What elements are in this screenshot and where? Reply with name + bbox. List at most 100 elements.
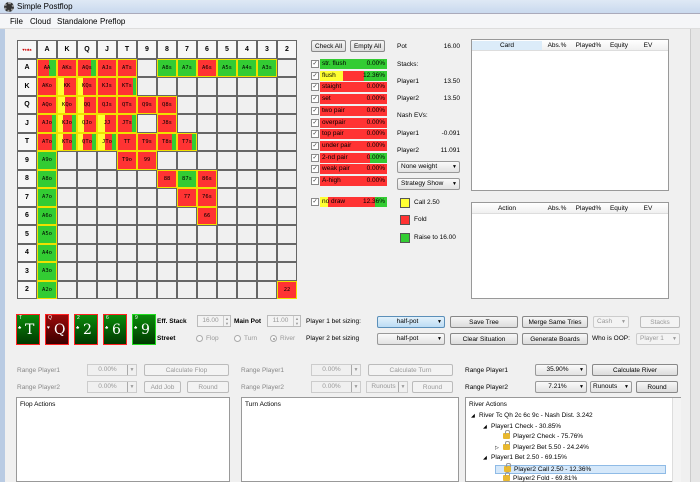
hand-cell-empty[interactable] bbox=[237, 95, 257, 114]
hand-cell[interactable]: AQo bbox=[37, 95, 57, 114]
hand-cell-empty[interactable] bbox=[177, 151, 197, 170]
row-header-5[interactable]: 5 bbox=[17, 225, 37, 244]
hand-cell[interactable]: A4s bbox=[237, 58, 257, 77]
hand-cell[interactable]: JTs bbox=[117, 114, 137, 133]
hand-cell-empty[interactable] bbox=[117, 169, 137, 188]
hand-cell-empty[interactable] bbox=[117, 243, 137, 262]
hand-cell[interactable]: AJs bbox=[97, 58, 117, 77]
hand-cell-empty[interactable] bbox=[137, 188, 157, 207]
hand-cell[interactable]: J8s bbox=[157, 114, 177, 133]
hand-cell[interactable]: Q8s bbox=[157, 95, 177, 114]
hand-cell[interactable]: T9o bbox=[117, 151, 137, 170]
hand-cell-empty[interactable] bbox=[277, 58, 297, 77]
hand-cell[interactable]: A7s bbox=[177, 58, 197, 77]
main-pot-input[interactable]: 11.00 ▲ ▼ bbox=[267, 315, 301, 327]
hand-cell-empty[interactable] bbox=[137, 114, 157, 133]
hand-cell[interactable]: A8s bbox=[157, 58, 177, 77]
hand-cell-empty[interactable] bbox=[137, 169, 157, 188]
hand-cell[interactable]: T8s bbox=[157, 132, 177, 151]
board-card[interactable]: T ♣ T bbox=[16, 314, 40, 345]
river-runouts-combo[interactable]: Runouts ▼ bbox=[590, 381, 632, 393]
spinner-icon[interactable]: ▲ ▼ bbox=[223, 316, 230, 326]
row-header-4[interactable]: 4 bbox=[17, 243, 37, 262]
hand-cell-empty[interactable] bbox=[237, 262, 257, 281]
hand-cell-empty[interactable] bbox=[77, 280, 97, 299]
calculate-flop-button[interactable]: Calculate Flop bbox=[144, 364, 229, 376]
hand-cell-empty[interactable] bbox=[277, 206, 297, 225]
hand-cell[interactable]: QTo bbox=[77, 132, 97, 151]
column-header-K[interactable]: K bbox=[57, 40, 77, 59]
hand-cell-empty[interactable] bbox=[217, 95, 237, 114]
hand-cell[interactable]: JJ bbox=[97, 114, 117, 133]
expand-arrow-icon[interactable]: ◢ bbox=[483, 423, 487, 430]
column-header-J[interactable]: J bbox=[97, 40, 117, 59]
hand-cell[interactable]: AKo bbox=[37, 77, 57, 96]
row-header-K[interactable]: K bbox=[17, 77, 37, 96]
row-header-J[interactable]: J bbox=[17, 114, 37, 133]
river-range2-combo[interactable]: 7.21% ▼ bbox=[535, 381, 587, 393]
hand-cell[interactable]: AA bbox=[37, 58, 57, 77]
category-checkbox[interactable]: ✓ bbox=[311, 106, 319, 115]
dropdown-arrow-icon[interactable]: ▼ bbox=[127, 365, 136, 375]
hand-cell-empty[interactable] bbox=[217, 280, 237, 299]
hand-cell-empty[interactable] bbox=[97, 151, 117, 170]
hand-cell-empty[interactable] bbox=[237, 151, 257, 170]
hand-cell-empty[interactable] bbox=[257, 114, 277, 133]
row-header-9[interactable]: 9 bbox=[17, 151, 37, 170]
hand-cell-empty[interactable] bbox=[97, 169, 117, 188]
hand-cell[interactable]: KTs bbox=[117, 77, 137, 96]
street-river-radio[interactable] bbox=[270, 335, 277, 342]
hand-cell[interactable]: T7s bbox=[177, 132, 197, 151]
hand-cell[interactable]: AKs bbox=[57, 58, 77, 77]
dropdown-arrow-icon[interactable]: ▼ bbox=[127, 382, 136, 392]
category-checkbox[interactable]: ✓ bbox=[311, 83, 319, 92]
hand-cell[interactable]: A5o bbox=[37, 225, 57, 244]
flop-round-button[interactable]: Round bbox=[187, 381, 229, 393]
hand-cell-empty[interactable] bbox=[177, 77, 197, 96]
hand-cell-empty[interactable] bbox=[277, 243, 297, 262]
hand-cell[interactable]: A4o bbox=[37, 243, 57, 262]
hand-cell-empty[interactable] bbox=[77, 188, 97, 207]
hand-cell-empty[interactable] bbox=[57, 169, 77, 188]
expand-arrow-icon[interactable]: ▷ bbox=[495, 444, 499, 451]
hand-cell-empty[interactable] bbox=[157, 77, 177, 96]
action-table[interactable]: Action Abs.% Played% Equity EV bbox=[471, 202, 669, 299]
category-checkbox[interactable]: ✓ bbox=[311, 95, 319, 104]
tree-node[interactable]: ◢ River Tc Qh 2c 6c 9c - Nash Dist. 3.242 bbox=[471, 412, 593, 419]
category-checkbox[interactable]: ✓ bbox=[311, 118, 319, 127]
hand-cell-empty[interactable] bbox=[117, 262, 137, 281]
suit-filter-corner[interactable]: ♥♦♣♠ bbox=[17, 40, 37, 59]
row-header-2[interactable]: 2 bbox=[17, 280, 37, 299]
hand-cell-empty[interactable] bbox=[237, 114, 257, 133]
hand-cell-empty[interactable] bbox=[217, 188, 237, 207]
hand-cell-empty[interactable] bbox=[77, 206, 97, 225]
hand-cell-empty[interactable] bbox=[157, 262, 177, 281]
category-checkbox[interactable]: ✓ bbox=[311, 177, 319, 185]
hand-cell[interactable]: TT bbox=[117, 132, 137, 151]
hand-cell-empty[interactable] bbox=[197, 114, 217, 133]
river-tree-scrollbar[interactable] bbox=[672, 398, 681, 482]
weight-select[interactable]: None weight ▼ bbox=[397, 161, 460, 173]
column-header-8[interactable]: 8 bbox=[157, 40, 177, 59]
row-header-Q[interactable]: Q bbox=[17, 95, 37, 114]
hand-cell-empty[interactable] bbox=[117, 280, 137, 299]
flop-range2-combo[interactable]: 0.00% ▼ bbox=[87, 381, 137, 393]
tree-node[interactable]: Player2 Check - 75.76% bbox=[495, 430, 583, 440]
menu-standalone[interactable]: Standalone bbox=[57, 17, 98, 26]
hand-cell[interactable]: A9o bbox=[37, 151, 57, 170]
turn-range1-combo[interactable]: 0.00% ▼ bbox=[311, 364, 361, 376]
strategy-select[interactable]: Strategy Show ▼ bbox=[397, 178, 460, 190]
col-action[interactable]: Action bbox=[497, 205, 517, 212]
hand-cell[interactable]: KJo bbox=[57, 114, 77, 133]
hand-cell[interactable]: 66 bbox=[197, 206, 217, 225]
hand-cell[interactable]: QQ bbox=[77, 95, 97, 114]
dropdown-arrow-icon[interactable]: ▼ bbox=[624, 384, 629, 390]
column-header-T[interactable]: T bbox=[117, 40, 137, 59]
river-round-button[interactable]: Round bbox=[636, 381, 678, 393]
calculate-river-button[interactable]: Calculate River bbox=[592, 364, 678, 376]
hand-cell-empty[interactable] bbox=[237, 132, 257, 151]
turn-round-button[interactable]: Round bbox=[412, 381, 453, 393]
hand-cell-empty[interactable] bbox=[97, 225, 117, 244]
check-all-button[interactable]: Check All bbox=[311, 40, 346, 52]
hand-cell-empty[interactable] bbox=[57, 280, 77, 299]
